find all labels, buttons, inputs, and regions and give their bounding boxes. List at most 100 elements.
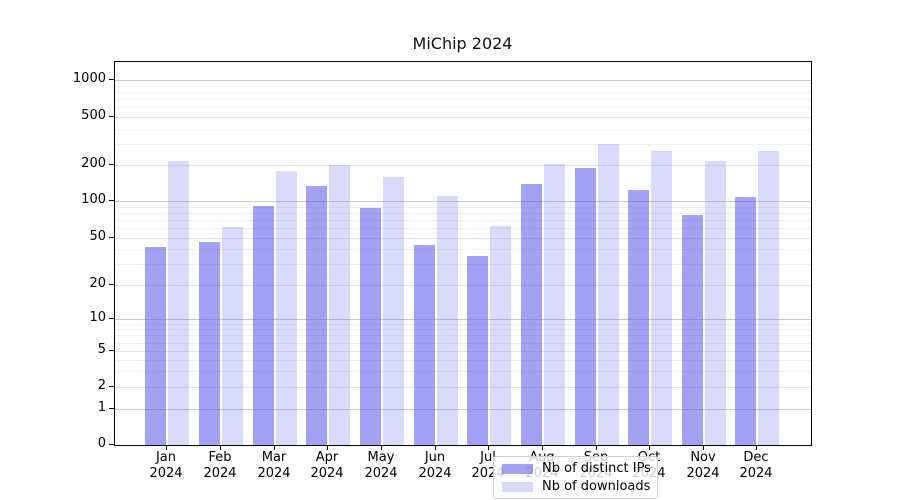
legend-label-distinct-ips: Nb of distinct IPs bbox=[542, 461, 651, 476]
x-tick-label: Nov 2024 bbox=[671, 450, 735, 482]
bar-distinct-ips bbox=[414, 245, 435, 445]
bar-downloads bbox=[705, 161, 726, 445]
chart-title: MiChip 2024 bbox=[412, 34, 513, 53]
y-tick-label: 1000 bbox=[72, 71, 106, 86]
grid-line bbox=[115, 80, 811, 81]
x-tick-mark bbox=[327, 445, 328, 450]
x-tick-label: Apr 2024 bbox=[295, 450, 359, 482]
x-tick-label: Jun 2024 bbox=[403, 450, 467, 482]
grid-line bbox=[115, 201, 811, 202]
grid-line bbox=[115, 264, 811, 265]
y-tick-mark bbox=[109, 200, 114, 201]
grid-line bbox=[115, 387, 811, 388]
bar-downloads bbox=[383, 177, 404, 445]
x-tick-mark bbox=[435, 445, 436, 450]
bar-distinct-ips bbox=[199, 242, 220, 445]
x-tick-month: Jul bbox=[480, 450, 496, 465]
x-tick-month: Dec bbox=[743, 450, 769, 465]
grid-line bbox=[115, 107, 811, 108]
y-tick-mark bbox=[109, 444, 114, 445]
grid-line bbox=[115, 99, 811, 100]
y-tick-label: 100 bbox=[81, 192, 106, 207]
bar-distinct-ips bbox=[360, 208, 381, 445]
x-tick-mark bbox=[649, 445, 650, 450]
bar-downloads bbox=[598, 144, 619, 445]
y-tick-mark bbox=[109, 318, 114, 319]
y-tick-label: 50 bbox=[89, 229, 106, 244]
x-tick-month: Apr bbox=[315, 450, 339, 465]
bar-distinct-ips bbox=[521, 184, 542, 445]
x-tick-mark bbox=[596, 445, 597, 450]
grid-line bbox=[115, 249, 811, 250]
bar-downloads bbox=[168, 161, 189, 445]
legend-entry-downloads: Nb of downloads bbox=[502, 479, 657, 494]
bar-downloads bbox=[490, 226, 511, 445]
x-tick-mark bbox=[703, 445, 704, 450]
grid-line bbox=[115, 238, 811, 239]
y-tick-mark bbox=[109, 116, 114, 117]
bar-distinct-ips bbox=[682, 215, 703, 445]
bar-distinct-ips bbox=[628, 190, 649, 445]
y-tick-mark bbox=[109, 164, 114, 165]
bar-downloads bbox=[544, 164, 565, 445]
bar-distinct-ips bbox=[306, 186, 327, 445]
y-tick-label: 5 bbox=[97, 342, 106, 357]
y-tick-mark bbox=[109, 284, 114, 285]
grid-line bbox=[115, 213, 811, 214]
bar-downloads bbox=[222, 227, 243, 445]
x-tick-year: 2024 bbox=[257, 466, 291, 481]
grid-line bbox=[115, 144, 811, 145]
x-tick-label: Mar 2024 bbox=[242, 450, 306, 482]
x-tick-month: Jun bbox=[424, 450, 446, 465]
grid-line bbox=[115, 228, 811, 229]
y-tick-label: 1 bbox=[97, 400, 106, 415]
legend-label-downloads: Nb of downloads bbox=[542, 479, 651, 494]
grid-line bbox=[115, 371, 811, 372]
grid-line bbox=[115, 343, 811, 344]
grid-line bbox=[115, 165, 811, 166]
grid-line bbox=[115, 207, 811, 208]
x-tick-year: 2024 bbox=[149, 466, 183, 481]
x-tick-year: 2024 bbox=[310, 466, 344, 481]
bar-distinct-ips bbox=[253, 206, 274, 445]
y-tick-mark bbox=[109, 386, 114, 387]
y-tick-label: 20 bbox=[89, 276, 106, 291]
x-tick-label: Jan 2024 bbox=[134, 450, 198, 482]
x-tick-mark bbox=[756, 445, 757, 450]
grid-line bbox=[115, 129, 811, 130]
x-tick-month: Mar bbox=[261, 450, 287, 465]
x-tick-month: Nov bbox=[690, 450, 716, 465]
bar-downloads bbox=[758, 151, 779, 445]
x-tick-mark bbox=[220, 445, 221, 450]
x-tick-month: May bbox=[367, 450, 395, 465]
x-tick-year: 2024 bbox=[686, 466, 720, 481]
grid-line bbox=[115, 86, 811, 87]
y-tick-label: 500 bbox=[81, 108, 106, 123]
grid-line bbox=[115, 92, 811, 93]
x-tick-mark bbox=[488, 445, 489, 450]
bar-downloads bbox=[437, 196, 458, 445]
x-tick-year: 2024 bbox=[203, 466, 237, 481]
y-tick-mark bbox=[109, 350, 114, 351]
bar-distinct-ips bbox=[575, 168, 596, 445]
y-tick-label: 10 bbox=[89, 310, 106, 325]
x-tick-mark bbox=[166, 445, 167, 450]
grid-line bbox=[115, 329, 811, 330]
x-tick-mark bbox=[542, 445, 543, 450]
y-tick-label: 200 bbox=[81, 156, 106, 171]
plot-area: Nb of distinct IPs Nb of downloads bbox=[114, 61, 812, 499]
legend-entry-distinct-ips: Nb of distinct IPs bbox=[502, 461, 657, 476]
grid-line bbox=[115, 285, 811, 286]
x-tick-month: Feb bbox=[208, 450, 232, 465]
grid-line bbox=[115, 319, 811, 320]
grid-line bbox=[115, 409, 811, 410]
x-tick-label: May 2024 bbox=[349, 450, 413, 482]
y-tick-mark bbox=[109, 237, 114, 238]
grid-line bbox=[115, 351, 811, 352]
bar-downloads bbox=[276, 171, 297, 445]
x-tick-year: 2024 bbox=[364, 466, 398, 481]
bar-distinct-ips bbox=[467, 256, 488, 445]
x-tick-mark bbox=[274, 445, 275, 450]
x-tick-mark bbox=[381, 445, 382, 450]
x-tick-label: Dec 2024 bbox=[724, 450, 788, 482]
